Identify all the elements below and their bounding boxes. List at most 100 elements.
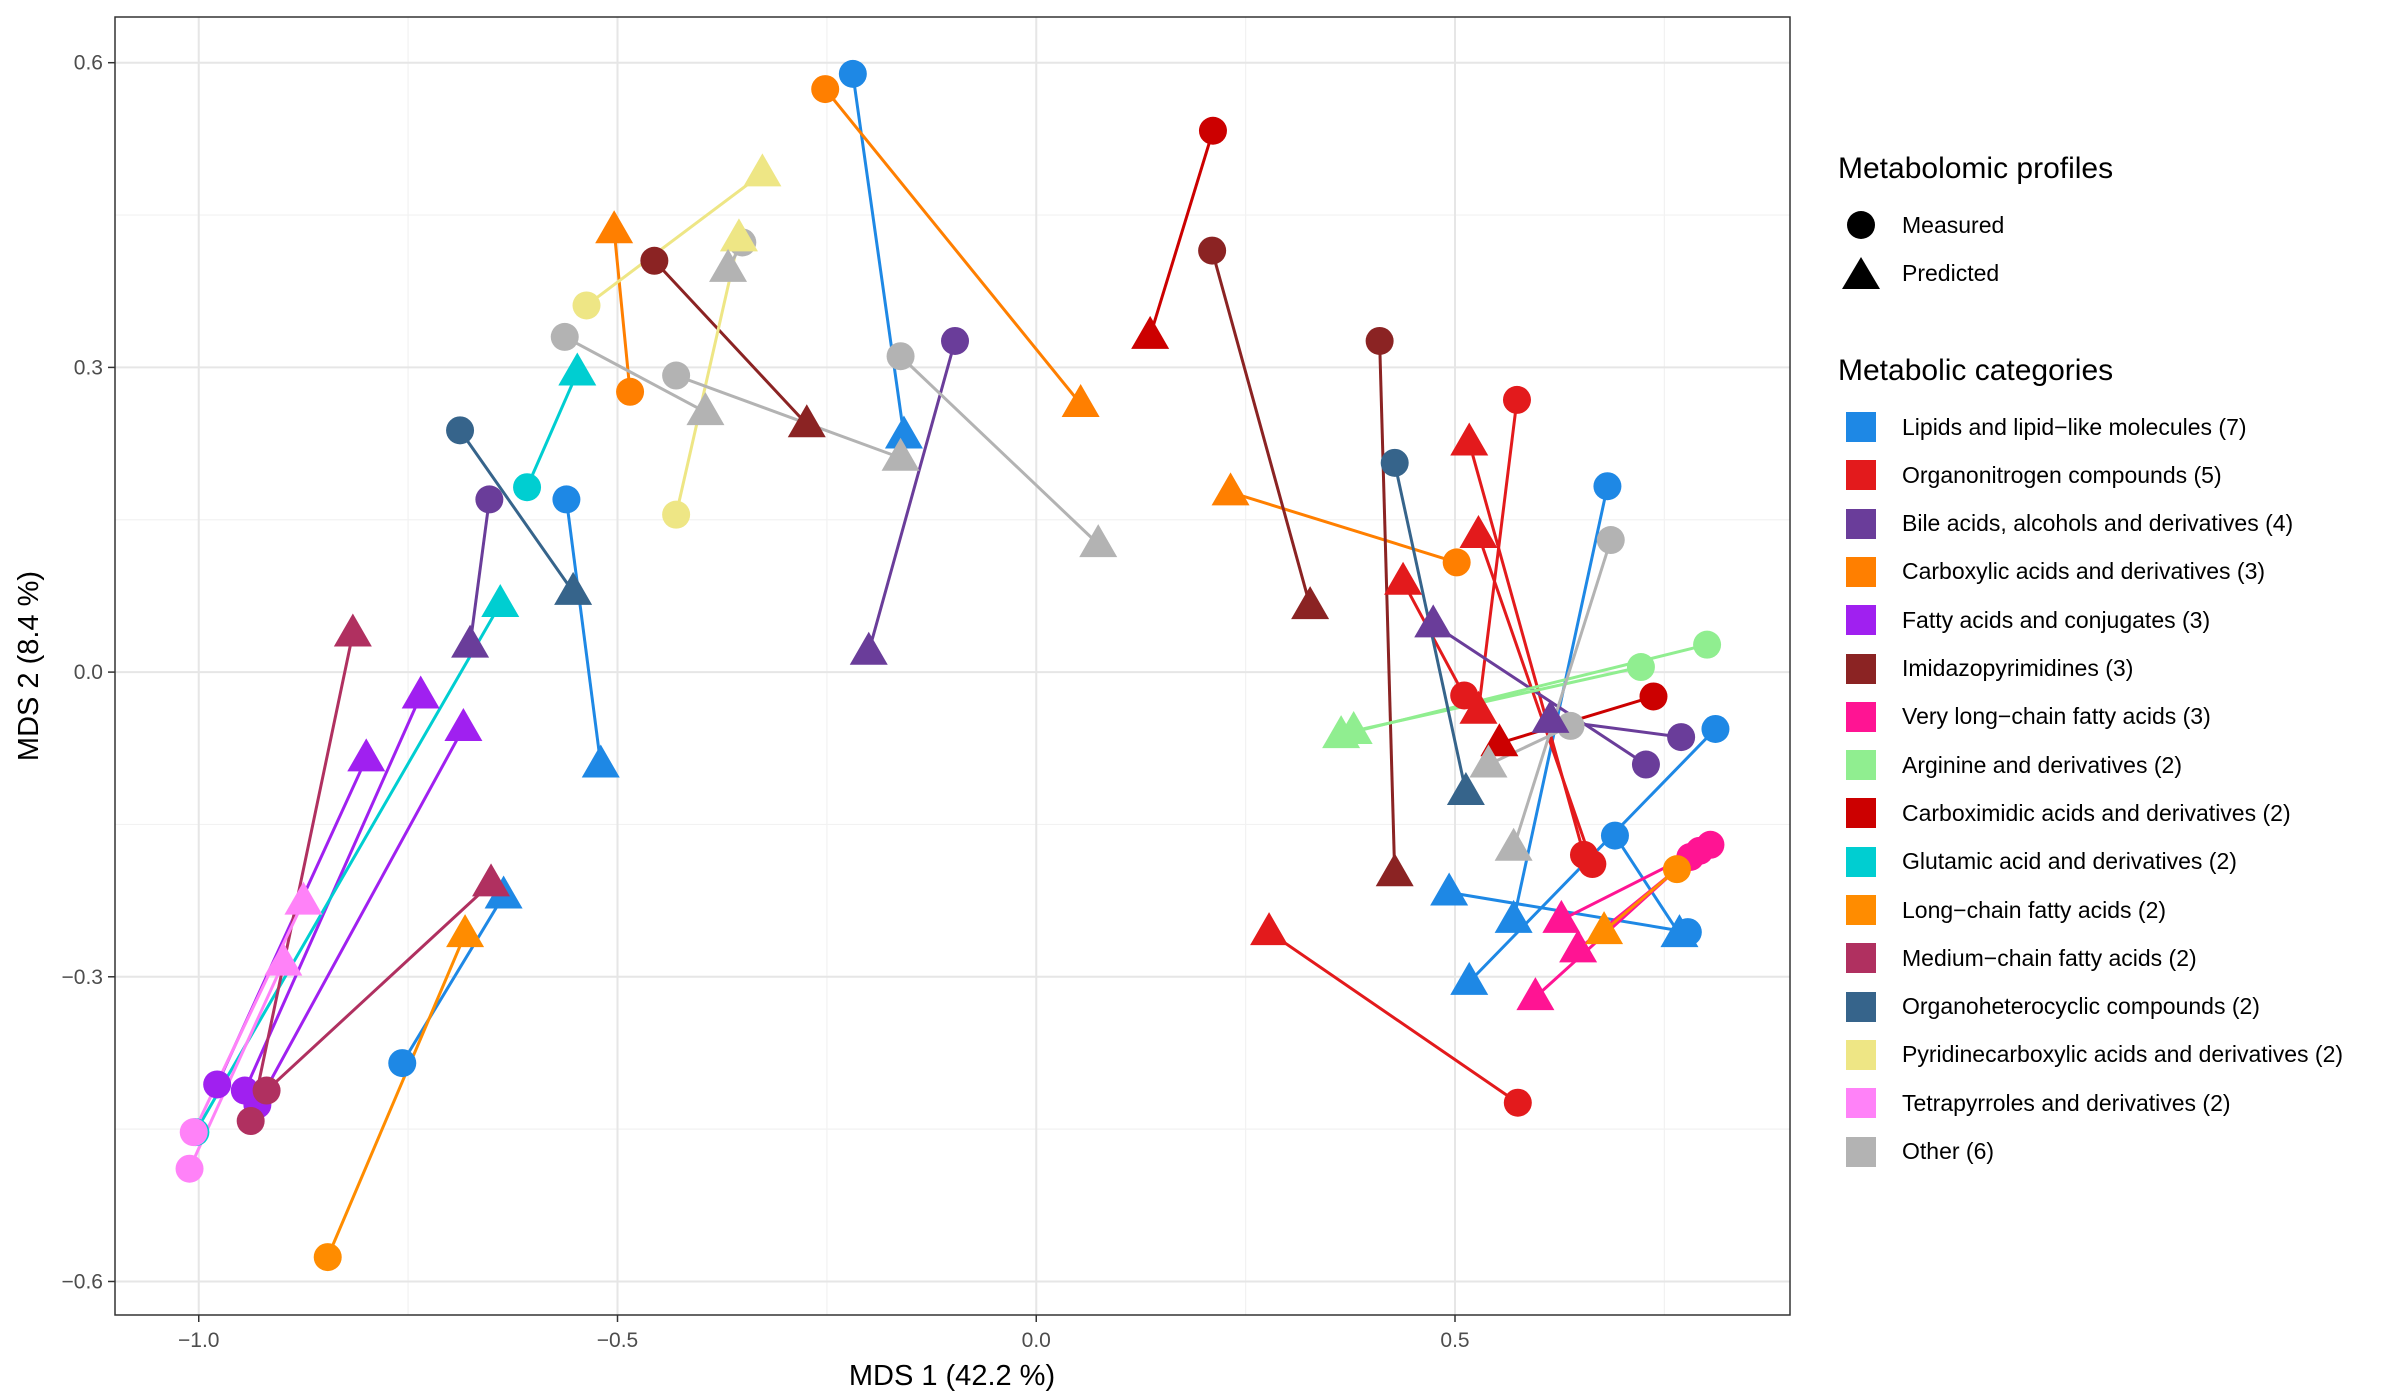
legend-label: Measured [1902, 211, 2005, 238]
pair-connector-line [675, 374, 902, 460]
y-axis-title: MDS 2 (8.4 %) [13, 571, 45, 761]
measured-point [446, 416, 475, 445]
x-axis-title: MDS 1 (42.2 %) [849, 1360, 1055, 1392]
points [175, 59, 1730, 1272]
predicted-point [1334, 711, 1373, 745]
legend-label: Other (6) [1902, 1138, 1995, 1164]
measured-point [1365, 326, 1394, 355]
predicted-point [401, 675, 440, 709]
legend-item-category: Medium−chain fatty acids (2) [1838, 940, 2197, 976]
predicted-point [1459, 690, 1498, 724]
measured-point [662, 500, 691, 529]
legend-item-category: Tetrapyrroles and derivatives (2) [1838, 1085, 2231, 1121]
legend-label: Organoheterocyclic compounds (2) [1902, 993, 2260, 1020]
predicted-point [1542, 899, 1581, 933]
x-tick-label: −0.5 [597, 1329, 638, 1352]
measured-point [640, 246, 669, 275]
measured-point [475, 485, 504, 514]
measured-point [252, 1076, 281, 1105]
predicted-point [1211, 472, 1250, 506]
color-swatch-icon [1846, 412, 1876, 442]
measured-point [313, 1243, 342, 1272]
legend-label: Tetrapyrroles and derivatives (2) [1902, 1089, 2231, 1116]
measured-point [1596, 526, 1625, 555]
color-swatch-icon [1846, 846, 1876, 877]
predicted-point [451, 624, 490, 658]
pair-connector-line [468, 499, 491, 645]
legend-label: Glutamic acid and derivatives (2) [1902, 848, 2237, 875]
measured-point [552, 485, 581, 514]
pair-connector-line [824, 88, 1082, 405]
predicted-point [686, 392, 725, 426]
measured-point [1380, 448, 1409, 477]
measured-point [1701, 714, 1730, 743]
y-tick-label: −0.6 [62, 1270, 103, 1293]
measured-point [1631, 750, 1660, 779]
measured-point [175, 1154, 204, 1183]
measured-point [1626, 653, 1655, 682]
legend-item-category: Arginine and derivatives (2) [1838, 747, 2182, 783]
predicted-point [1250, 912, 1289, 946]
predicted-point [743, 153, 782, 187]
pair-connector-line [1477, 534, 1594, 865]
pair-connector-line [326, 933, 467, 1258]
predicted-point [1446, 771, 1485, 805]
color-swatch-icon [1846, 1088, 1876, 1119]
predicted-point [709, 248, 748, 282]
predicted-point [1291, 586, 1330, 620]
axis-ticks: −1.0 −0.5 0.0 0.5 −0.6 −0.3 0.0 0.3 0.6 [62, 52, 1470, 1352]
legend-label: Bile acids, alcohols and derivatives (4) [1902, 510, 2294, 537]
measured-point [1503, 1088, 1532, 1117]
measured-point [1600, 821, 1629, 850]
predicted-point [1131, 315, 1170, 349]
legend-label: Arginine and derivatives (2) [1902, 751, 2182, 778]
legend-label: Imidazopyrimidines (3) [1902, 655, 2134, 681]
triangle-icon [1838, 255, 1884, 291]
color-swatch-icon [1846, 701, 1876, 732]
color-swatch-icon [1846, 508, 1876, 539]
pair-connector-line [458, 429, 575, 593]
predicted-point [1414, 604, 1453, 638]
pair-connector-line [256, 727, 465, 1106]
measured-point [886, 342, 915, 371]
measured-point [1639, 682, 1668, 711]
measured-point [550, 322, 579, 351]
legend-label: Predicted [1902, 259, 2000, 286]
color-swatch-icon [1846, 1136, 1876, 1167]
measured-point [1667, 723, 1696, 752]
color-swatch-icon [1846, 798, 1876, 829]
grid [115, 17, 1790, 1315]
legend-item-category: Imidazopyrimidines (3) [1838, 651, 2133, 687]
predicted-point [1469, 744, 1508, 778]
predicted-point [1375, 853, 1414, 887]
predicted-point [284, 881, 323, 915]
measured-point [572, 291, 601, 320]
legend-item-category: Carboximidic acids and derivatives (2) [1838, 795, 2291, 831]
pair-connector-line [265, 882, 493, 1092]
predicted-point [1459, 514, 1498, 548]
predicted-point [347, 738, 386, 772]
predicted-point [472, 863, 511, 897]
predicted-point [446, 914, 485, 948]
x-tick-label: 0.5 [1440, 1329, 1469, 1352]
color-swatch-icon [1846, 943, 1876, 974]
measured-point [1556, 711, 1585, 740]
legend-label: Very long−chain fatty acids (3) [1902, 703, 2211, 730]
measured-point [1662, 855, 1691, 884]
measured-point [1442, 548, 1471, 577]
legend-item-category: Lipids and lipid−like molecules (7) [1838, 409, 2247, 445]
pair-connector-line [1613, 834, 1681, 935]
pair-connector-line [851, 73, 906, 436]
y-tick-label: 0.0 [74, 661, 103, 684]
pair-connector-line [249, 633, 355, 1122]
predicted-point [1430, 872, 1469, 906]
measured-point [388, 1049, 417, 1078]
pair-connector-line [1148, 130, 1215, 337]
legend-item-category: Very long−chain fatty acids (3) [1838, 699, 2211, 735]
x-tick-label: 0.0 [1022, 1329, 1051, 1352]
y-tick-label: 0.3 [74, 356, 103, 379]
legend-label: Carboximidic acids and derivatives (2) [1902, 799, 2291, 826]
measured-point [941, 326, 970, 355]
legend-item-category: Bile acids, alcohols and derivatives (4) [1838, 506, 2293, 542]
